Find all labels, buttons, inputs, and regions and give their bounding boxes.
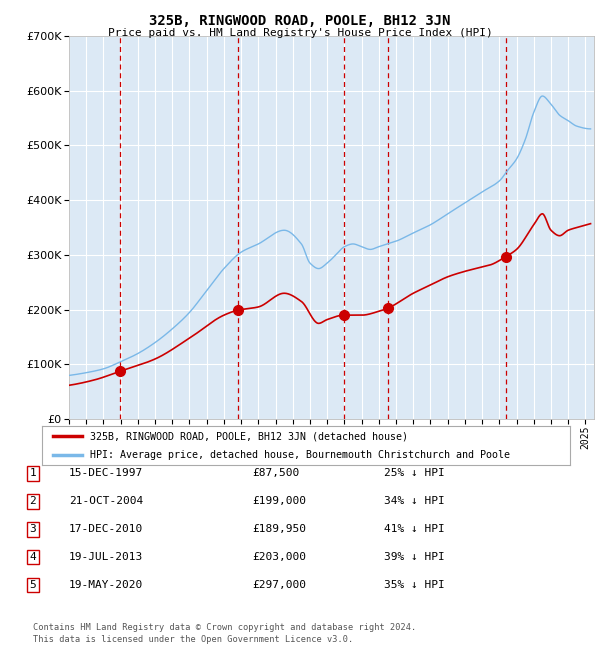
- Text: £199,000: £199,000: [252, 496, 306, 506]
- Text: Contains HM Land Registry data © Crown copyright and database right 2024.: Contains HM Land Registry data © Crown c…: [33, 623, 416, 632]
- Text: 21-OCT-2004: 21-OCT-2004: [69, 496, 143, 506]
- Text: 2: 2: [235, 444, 241, 454]
- Text: £203,000: £203,000: [252, 552, 306, 562]
- Text: 19-MAY-2020: 19-MAY-2020: [69, 580, 143, 590]
- Text: Price paid vs. HM Land Registry's House Price Index (HPI): Price paid vs. HM Land Registry's House …: [107, 28, 493, 38]
- Text: This data is licensed under the Open Government Licence v3.0.: This data is licensed under the Open Gov…: [33, 634, 353, 644]
- Text: 39% ↓ HPI: 39% ↓ HPI: [384, 552, 445, 562]
- Text: 4: 4: [385, 444, 392, 454]
- Text: 5: 5: [502, 444, 509, 454]
- Text: 3: 3: [340, 444, 347, 454]
- Text: 35% ↓ HPI: 35% ↓ HPI: [384, 580, 445, 590]
- Text: £87,500: £87,500: [252, 468, 299, 478]
- Text: 4: 4: [29, 552, 37, 562]
- Text: 17-DEC-2010: 17-DEC-2010: [69, 524, 143, 534]
- Text: 19-JUL-2013: 19-JUL-2013: [69, 552, 143, 562]
- Text: 25% ↓ HPI: 25% ↓ HPI: [384, 468, 445, 478]
- Text: 2: 2: [29, 496, 37, 506]
- Text: 325B, RINGWOOD ROAD, POOLE, BH12 3JN (detached house): 325B, RINGWOOD ROAD, POOLE, BH12 3JN (de…: [89, 432, 407, 441]
- Text: 3: 3: [29, 524, 37, 534]
- Text: £297,000: £297,000: [252, 580, 306, 590]
- Text: 34% ↓ HPI: 34% ↓ HPI: [384, 496, 445, 506]
- Text: £189,950: £189,950: [252, 524, 306, 534]
- Text: 325B, RINGWOOD ROAD, POOLE, BH12 3JN: 325B, RINGWOOD ROAD, POOLE, BH12 3JN: [149, 14, 451, 29]
- Text: 41% ↓ HPI: 41% ↓ HPI: [384, 524, 445, 534]
- Text: 1: 1: [116, 444, 124, 454]
- Text: HPI: Average price, detached house, Bournemouth Christchurch and Poole: HPI: Average price, detached house, Bour…: [89, 450, 509, 460]
- Text: 5: 5: [29, 580, 37, 590]
- Text: 1: 1: [29, 468, 37, 478]
- Text: 15-DEC-1997: 15-DEC-1997: [69, 468, 143, 478]
